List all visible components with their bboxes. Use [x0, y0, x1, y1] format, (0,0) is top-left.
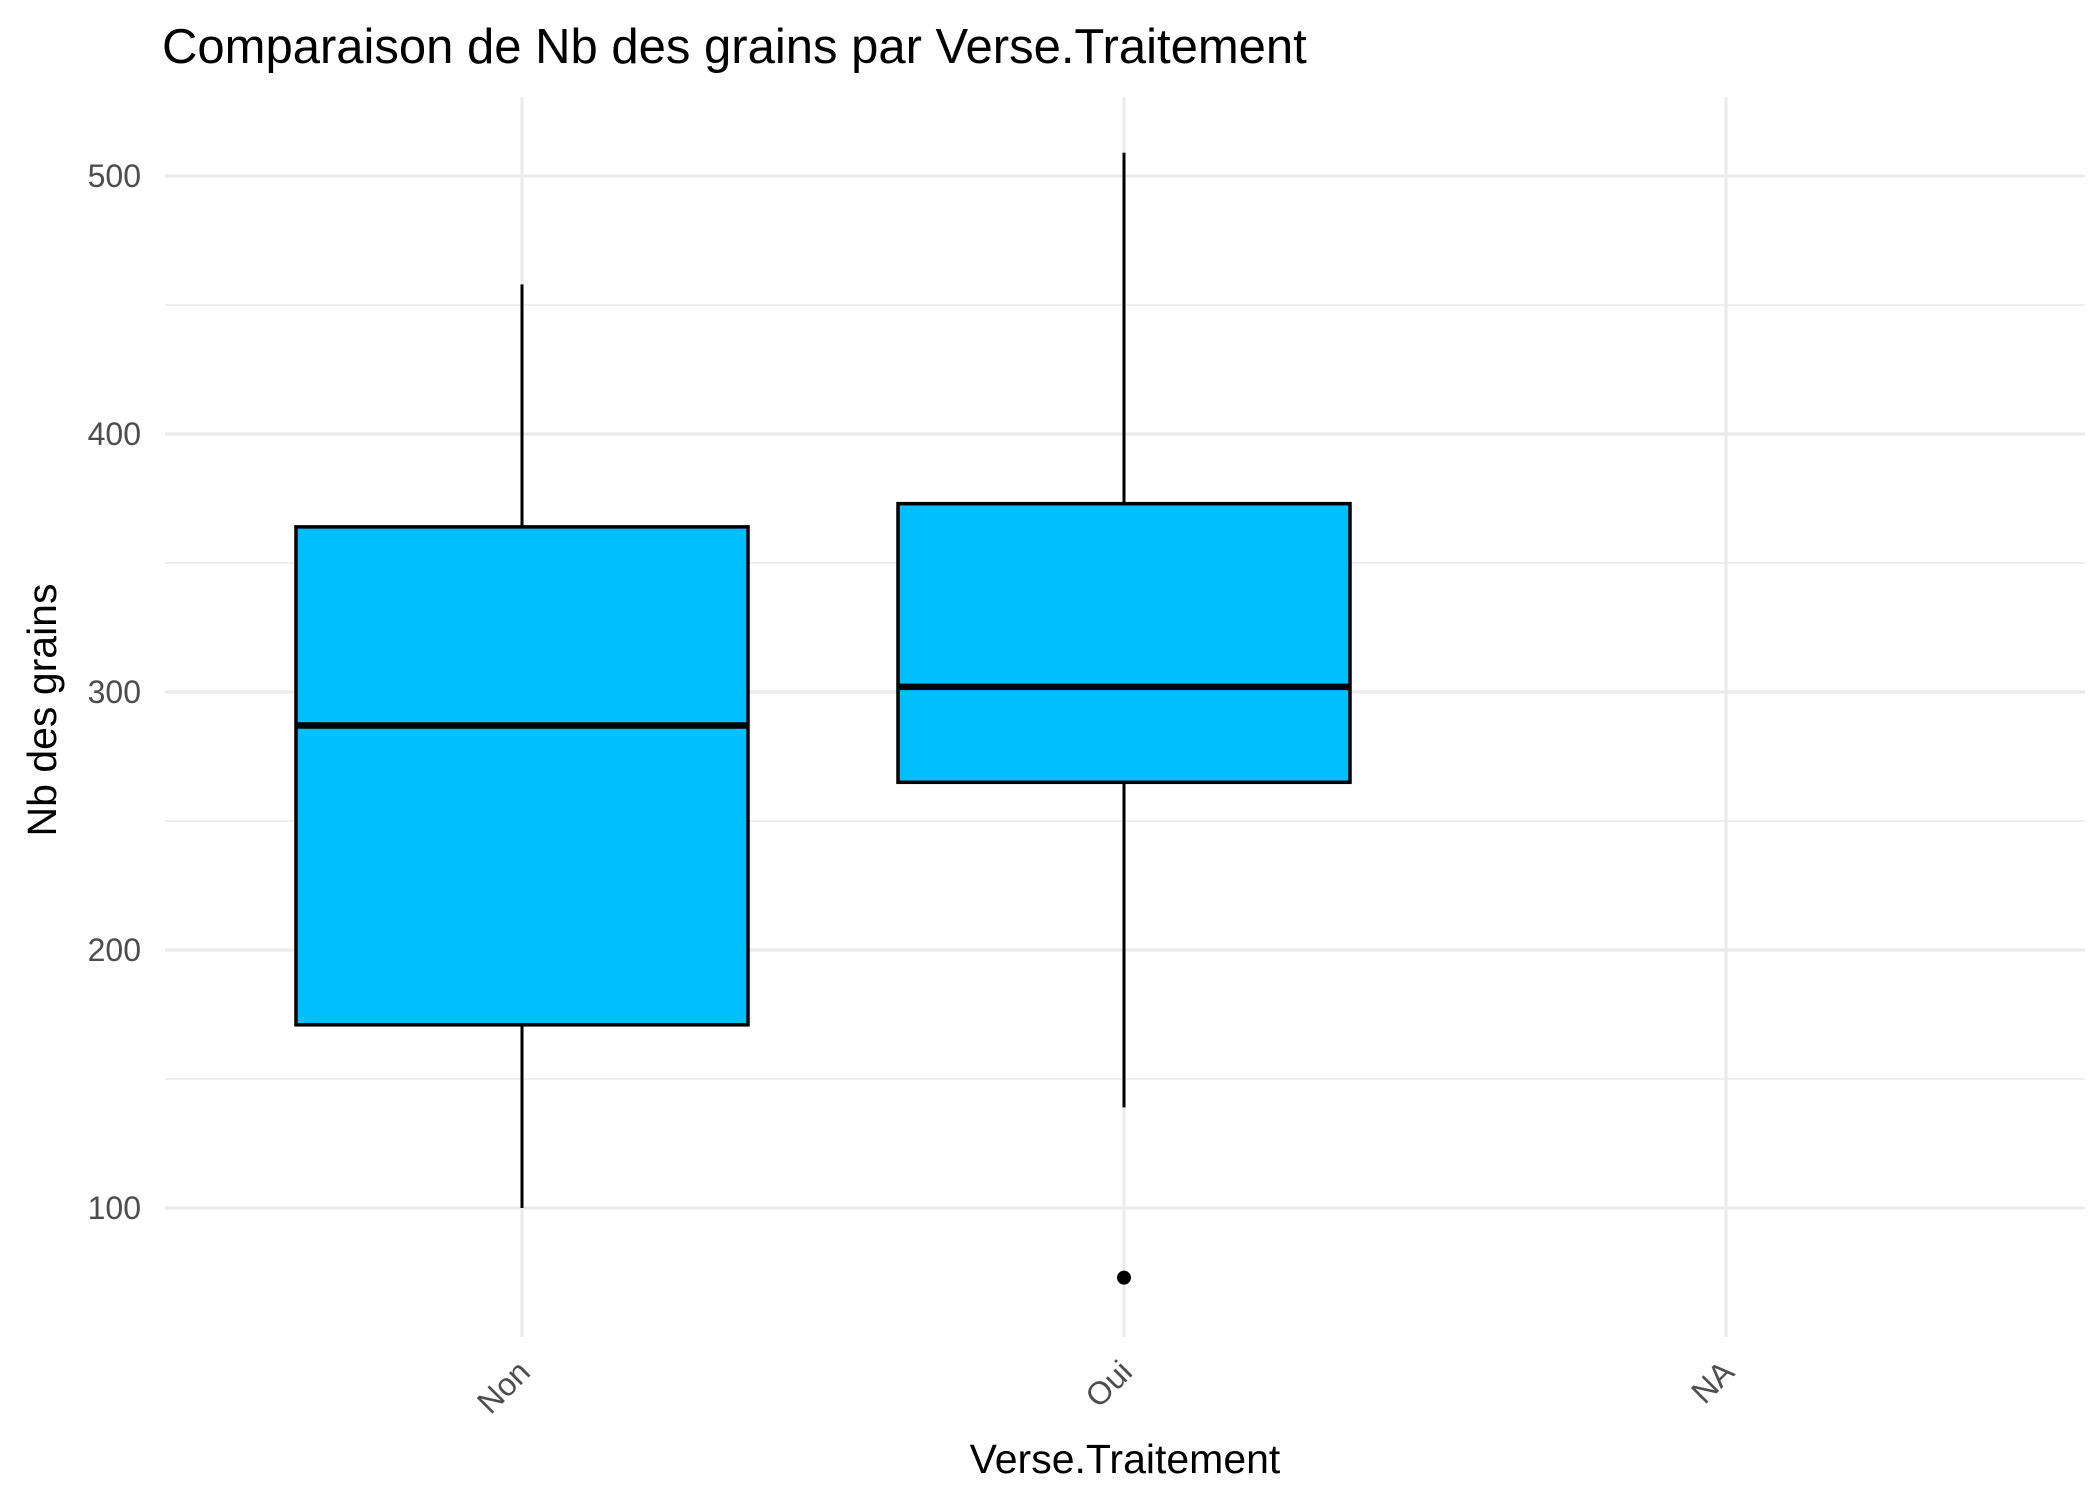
y-axis-title: Nb des grains	[19, 584, 65, 837]
y-tick-label-500: 500	[88, 158, 141, 194]
box-non	[294, 284, 750, 1208]
x-tick-label-oui: Oui	[1078, 1353, 1139, 1414]
outlier-point-oui-0	[1117, 1270, 1131, 1285]
box-body-oui	[896, 501, 1352, 785]
box-body-non	[294, 525, 750, 1027]
y-tick-label-200: 200	[88, 932, 141, 968]
chart-title: Comparaison de Nb des grains par Verse.T…	[162, 20, 1307, 74]
x-tick-label-non: Non	[470, 1353, 537, 1420]
x-tick-label-na: NA	[1684, 1353, 1741, 1410]
box-layer	[294, 152, 1352, 1285]
y-tick-label-100: 100	[88, 1190, 141, 1226]
box-oui	[896, 152, 1352, 1285]
y-tick-label-400: 400	[88, 416, 141, 452]
y-tick-label-300: 300	[88, 674, 141, 710]
x-axis-title: Verse.Traitement	[970, 1436, 1281, 1482]
